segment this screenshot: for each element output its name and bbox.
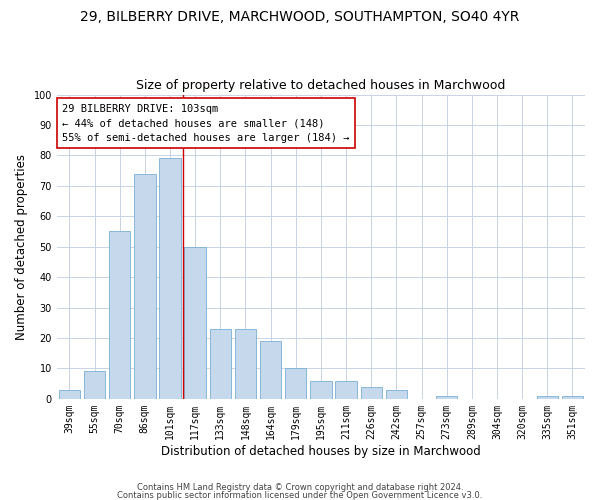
Bar [235,329,256,399]
Bar [209,329,231,399]
Text: Contains HM Land Registry data © Crown copyright and database right 2024.: Contains HM Land Registry data © Crown c… [137,484,463,492]
Bar [134,174,155,399]
Bar [84,372,105,399]
Text: 29, BILBERRY DRIVE, MARCHWOOD, SOUTHAMPTON, SO40 4YR: 29, BILBERRY DRIVE, MARCHWOOD, SOUTHAMPT… [80,10,520,24]
Bar [436,396,457,399]
Bar [335,380,357,399]
Bar [184,246,206,399]
Bar [536,396,558,399]
Bar [285,368,307,399]
Text: Contains public sector information licensed under the Open Government Licence v3: Contains public sector information licen… [118,490,482,500]
Bar [59,390,80,399]
Bar [159,158,181,399]
Bar [386,390,407,399]
Text: 29 BILBERRY DRIVE: 103sqm
← 44% of detached houses are smaller (148)
55% of semi: 29 BILBERRY DRIVE: 103sqm ← 44% of detac… [62,104,350,144]
Bar [562,396,583,399]
Bar [361,386,382,399]
X-axis label: Distribution of detached houses by size in Marchwood: Distribution of detached houses by size … [161,444,481,458]
Bar [310,380,332,399]
Y-axis label: Number of detached properties: Number of detached properties [15,154,28,340]
Title: Size of property relative to detached houses in Marchwood: Size of property relative to detached ho… [136,79,506,92]
Bar [109,232,130,399]
Bar [260,341,281,399]
